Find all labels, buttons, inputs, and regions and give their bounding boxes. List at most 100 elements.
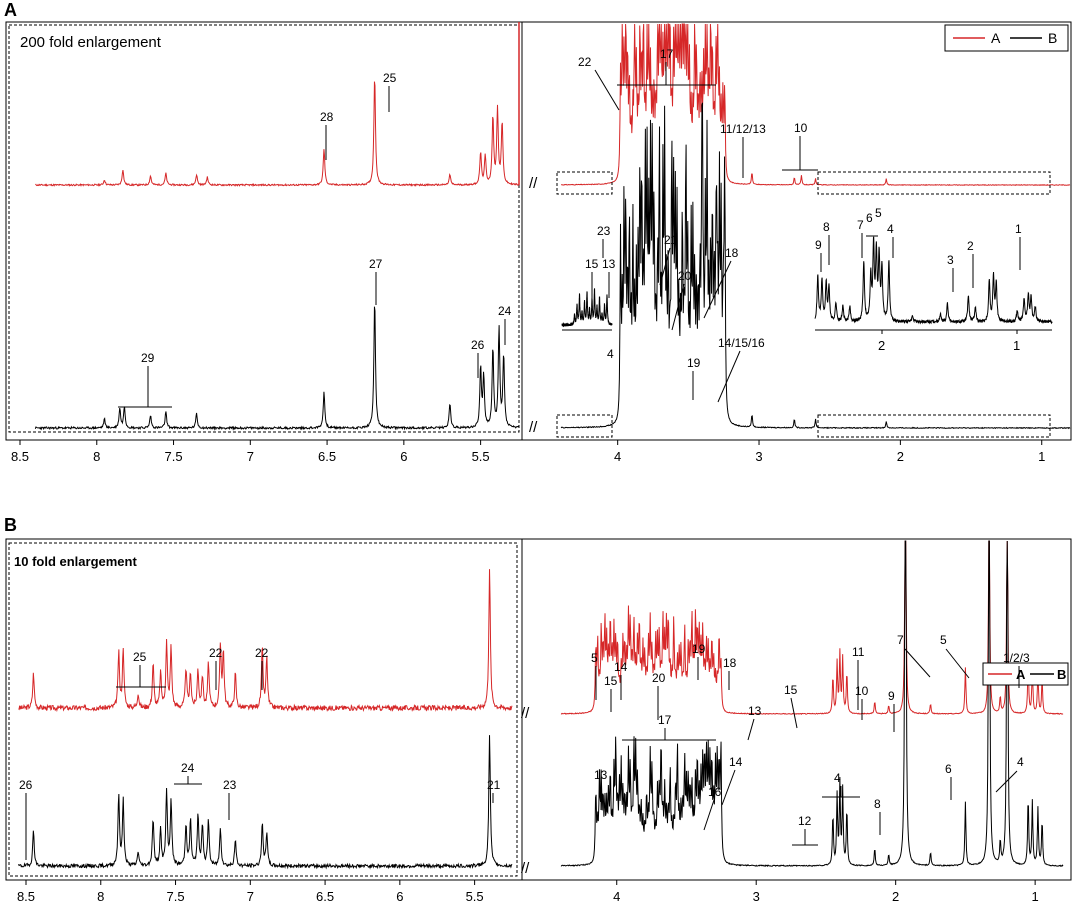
- peak-label: 14: [614, 660, 628, 674]
- panel-b: B 10 fold enlargement 8.5 8 7.5 7 6.5 6 5.5 4 3…: [4, 515, 1072, 904]
- peak-leader: [703, 260, 732, 319]
- panel-b-axis-break-top: //: [521, 705, 530, 722]
- peak-label: 4: [887, 222, 894, 236]
- peak-leader: [721, 769, 736, 806]
- peak-label: 19: [692, 642, 706, 656]
- peak-label: 13: [602, 257, 616, 271]
- peak-label: 10: [855, 684, 869, 698]
- panel-b-legend: A B: [982, 662, 1069, 686]
- panel-a-left-tick-label: 7.5: [164, 449, 182, 464]
- peak-label: 29: [141, 351, 155, 365]
- panel-a-inset-right: [814, 236, 1053, 325]
- panel-b-legend-box: [982, 662, 1069, 686]
- panel-a-left-tick-label: 6.5: [318, 449, 336, 464]
- peak-label: 25: [383, 71, 397, 85]
- panel-b-series-a-left: [18, 569, 513, 713]
- peak-label: 28: [320, 110, 334, 124]
- peak-leader: [659, 247, 671, 286]
- panel-a-left-tick-label: 8.5: [11, 449, 29, 464]
- peak-label: 15: [784, 683, 798, 697]
- peak-label: 23: [597, 224, 611, 238]
- panel-b-right-tick-label: 4: [613, 889, 620, 904]
- peak-label: 13: [748, 704, 762, 718]
- peak-leader: [790, 697, 798, 729]
- peak-label: 15: [604, 674, 618, 688]
- peak-label: 24: [498, 304, 512, 318]
- peak-label: 8: [874, 797, 881, 811]
- peak-label: 9: [888, 689, 895, 703]
- panel-a-box-a1: [556, 171, 613, 195]
- panel-b-left-ticks: 8.5 8 7.5 7 6.5 6 5.5: [17, 880, 484, 904]
- panel-a-series-b-left: [34, 306, 520, 431]
- panel-b-left-tick-label: 6: [396, 889, 403, 904]
- panel-b-series-b-right: [560, 540, 1064, 868]
- peak-label: 1/2/3: [1003, 651, 1030, 665]
- peak-label: 18: [725, 246, 739, 260]
- panel-a-right-tick-label: 3: [755, 449, 762, 464]
- peak-label: 7: [857, 218, 864, 232]
- peak-label: 22: [255, 646, 269, 660]
- peak-label: 7: [897, 633, 904, 647]
- panel-a-box-b1: [556, 414, 613, 438]
- peak-label: 11: [852, 645, 865, 659]
- peak-label: 3: [947, 253, 954, 267]
- peak-label: 4: [834, 771, 841, 785]
- peak-leader: [904, 648, 931, 678]
- peak-label: 25: [133, 650, 147, 664]
- panel-b-left-tick-label: 5.5: [466, 889, 484, 904]
- peak-leader: [717, 350, 741, 403]
- panel-a-left-ticks: 8.5 8 7.5 7 6.5 6 5.5: [11, 440, 490, 464]
- peak-label: 13: [594, 768, 608, 782]
- peak-label: 23: [223, 778, 237, 792]
- panel-a-series-a-left: [35, 81, 520, 188]
- panel-b-left-tick-label: 6.5: [316, 889, 334, 904]
- panel-a-axis-break-bottom: //: [529, 419, 538, 436]
- peak-label: 14/15/16: [718, 336, 765, 350]
- peak-leader: [671, 283, 685, 331]
- panel-a-legend: A B: [944, 24, 1069, 52]
- peak-label: 21: [487, 778, 501, 792]
- peak-label: 18: [723, 656, 737, 670]
- panel-a-legend-label-a: A: [991, 30, 1001, 46]
- peak-label: 12: [798, 814, 812, 828]
- peak-leader: [747, 718, 755, 741]
- peak-leader: [995, 770, 1018, 793]
- panel-b-right-tick-label: 2: [892, 889, 899, 904]
- panel-b-peak-labels-a: 25 22 22 5 14 15 20 19 18 15 13 11 10: [116, 633, 1030, 741]
- panel-a-legend-label-b: B: [1048, 30, 1057, 46]
- panel-b-left-tick-label: 8: [97, 889, 104, 904]
- panel-b-axis-break-bottom: //: [521, 860, 530, 877]
- peak-label: 5: [940, 633, 947, 647]
- peak-label: 22: [578, 55, 592, 69]
- peak-label: 4: [1017, 755, 1024, 769]
- panel-b-frame: [5, 538, 1072, 881]
- panel-b-peak-labels-b: 26 24 23 21 17 13 16 14 12 4 8: [19, 713, 1024, 860]
- panel-a-box-b2: [817, 414, 1051, 438]
- panel-a-series-b-right: [560, 102, 1071, 430]
- panel-b-letter: B: [4, 515, 17, 535]
- peak-label: 16: [708, 785, 722, 799]
- panel-a-series-a-right: [561, 23, 1071, 186]
- panel-a-enlargement-box: [8, 24, 520, 433]
- peak-label: 22: [209, 646, 223, 660]
- panel-a-note: 200 fold enlargement: [20, 34, 162, 51]
- peak-label: 8: [823, 220, 830, 234]
- peak-leader: [703, 799, 715, 831]
- panel-b-left-tick-label: 7: [247, 889, 254, 904]
- peak-label: 1: [1015, 222, 1022, 236]
- panel-a-right-ticks: 4 3 2 1: [614, 440, 1045, 464]
- panel-a: A 200 fold enlargement 8.5 8 7.5 7 6.5 6 5.5 4…: [4, 0, 1072, 464]
- peak-label: 20: [652, 671, 666, 685]
- panel-a-left-tick-label: 7: [247, 449, 254, 464]
- panel-a-peak-labels-b: 29 27 26 24 4 23 15 13 21 20 18 19 14/15…: [118, 206, 1022, 408]
- panel-a-right-tick-label: 2: [897, 449, 904, 464]
- panel-a-inset-left: [561, 288, 613, 328]
- panel-b-left-tick-label: 8.5: [17, 889, 35, 904]
- panel-b-right-ticks: 4 3 2 1: [613, 880, 1039, 904]
- peak-label: 6: [866, 211, 873, 225]
- peak-label: 24: [181, 761, 195, 775]
- peak-label: 17: [658, 713, 672, 727]
- panel-a-axis-break-top: //: [529, 175, 538, 192]
- peak-label: 17: [660, 47, 674, 61]
